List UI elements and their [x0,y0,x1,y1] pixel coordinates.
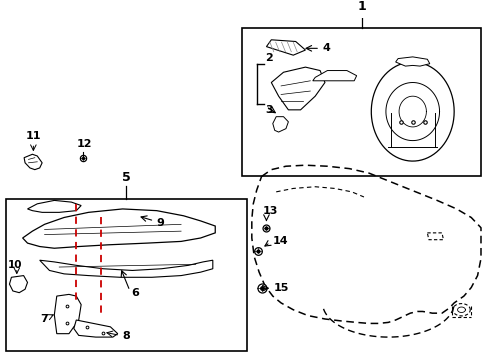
Text: 9: 9 [157,217,164,228]
Text: 4: 4 [322,43,330,53]
Text: 15: 15 [273,283,288,293]
Text: 2: 2 [265,53,273,63]
Polygon shape [54,294,81,334]
Polygon shape [40,260,212,277]
Polygon shape [312,71,356,81]
Text: 11: 11 [26,131,41,141]
Text: 3: 3 [265,105,272,116]
Text: 10: 10 [8,260,22,270]
Text: 14: 14 [272,237,288,246]
Polygon shape [22,209,215,248]
Text: 12: 12 [76,139,92,149]
Polygon shape [24,154,42,170]
Polygon shape [9,276,27,293]
Polygon shape [395,57,429,66]
Text: 6: 6 [131,288,139,298]
Polygon shape [370,62,453,161]
Text: 8: 8 [122,331,130,341]
Bar [5,199,246,351]
Text: 13: 13 [263,206,278,216]
Text: 7: 7 [41,314,48,324]
Text: 1: 1 [356,0,365,13]
Polygon shape [74,320,118,337]
Polygon shape [271,67,325,110]
Bar [242,28,480,176]
Polygon shape [266,40,305,55]
Polygon shape [27,201,81,212]
Text: 5: 5 [122,171,130,184]
Polygon shape [272,117,288,132]
